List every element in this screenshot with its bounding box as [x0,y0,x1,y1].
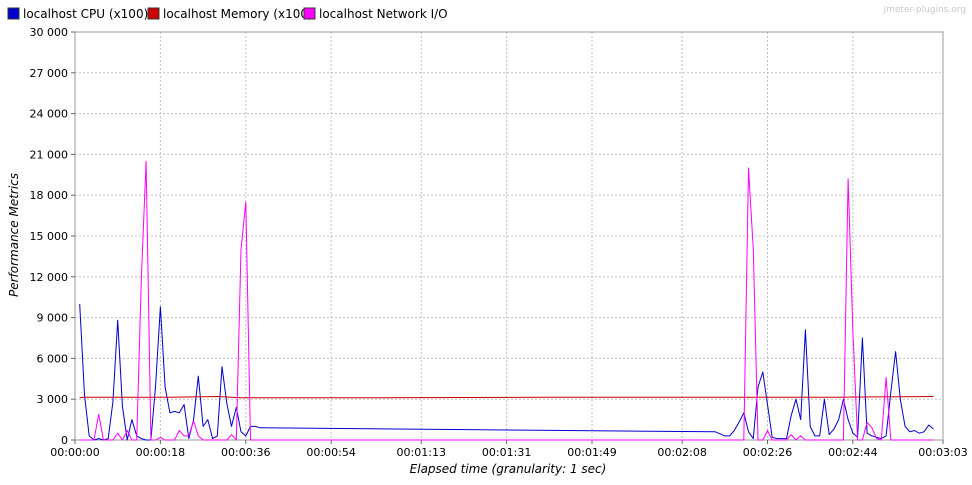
x-tick-label: 00:01:31 [482,446,531,459]
legend-swatch-memory [147,7,160,20]
x-tick-label: 00:00:18 [136,446,185,459]
x-tick-label: 00:00:36 [221,446,270,459]
legend-swatch-cpu [7,7,20,20]
y-tick-label: 12 000 [30,271,69,284]
x-tick-label: 00:00:54 [306,446,355,459]
x-tick-label: 00:02:08 [657,446,706,459]
y-tick-label: 6 000 [37,352,69,365]
legend-label-memory: localhost Memory (x100) [163,7,313,21]
x-tick-label: 00:01:13 [397,446,446,459]
y-tick-label: 15 000 [30,230,69,243]
y-tick-label: 9 000 [37,312,69,325]
y-tick-label: 24 000 [30,108,69,121]
x-tick-label: 00:03:03 [918,446,967,459]
legend-swatch-network [303,7,316,20]
series-line-localhost-network-i-o [79,160,934,441]
series-line-localhost-memory-x100 [79,396,934,399]
y-tick-label: 18 000 [30,189,69,202]
x-tick-label: 00:00:00 [50,446,99,459]
legend: localhost CPU (x100) localhost Memory (x… [7,7,448,21]
y-tick-label: 21 000 [30,148,69,161]
y-tick-label: 3 000 [37,393,69,406]
y-axis-label: Performance Metrics [7,173,21,297]
series-line-localhost-cpu-x100 [79,303,934,441]
y-tick-label: 0 [61,434,68,447]
x-axis-ticks: 00:00:00 00:00:18 00:00:36 00:00:54 00:01:13… [50,440,968,459]
x-axis-label: Elapsed time (granularity: 1 sec) [410,462,607,476]
x-tick-label: 00:02:26 [743,446,792,459]
y-tick-label: 27 000 [30,67,69,80]
watermark: jmeter-plugins.org [883,5,966,15]
y-axis-ticks: 0 3 000 6 000 9 000 12 000 15 000 18 000 21 000… [30,26,75,447]
series-layer [79,160,934,441]
legend-label-network: localhost Network I/O [319,7,448,21]
x-tick-label: 00:02:44 [828,446,877,459]
y-tick-label: 30 000 [30,26,69,39]
legend-label-cpu: localhost CPU (x100) [23,7,148,21]
x-tick-label: 00:01:49 [567,446,616,459]
